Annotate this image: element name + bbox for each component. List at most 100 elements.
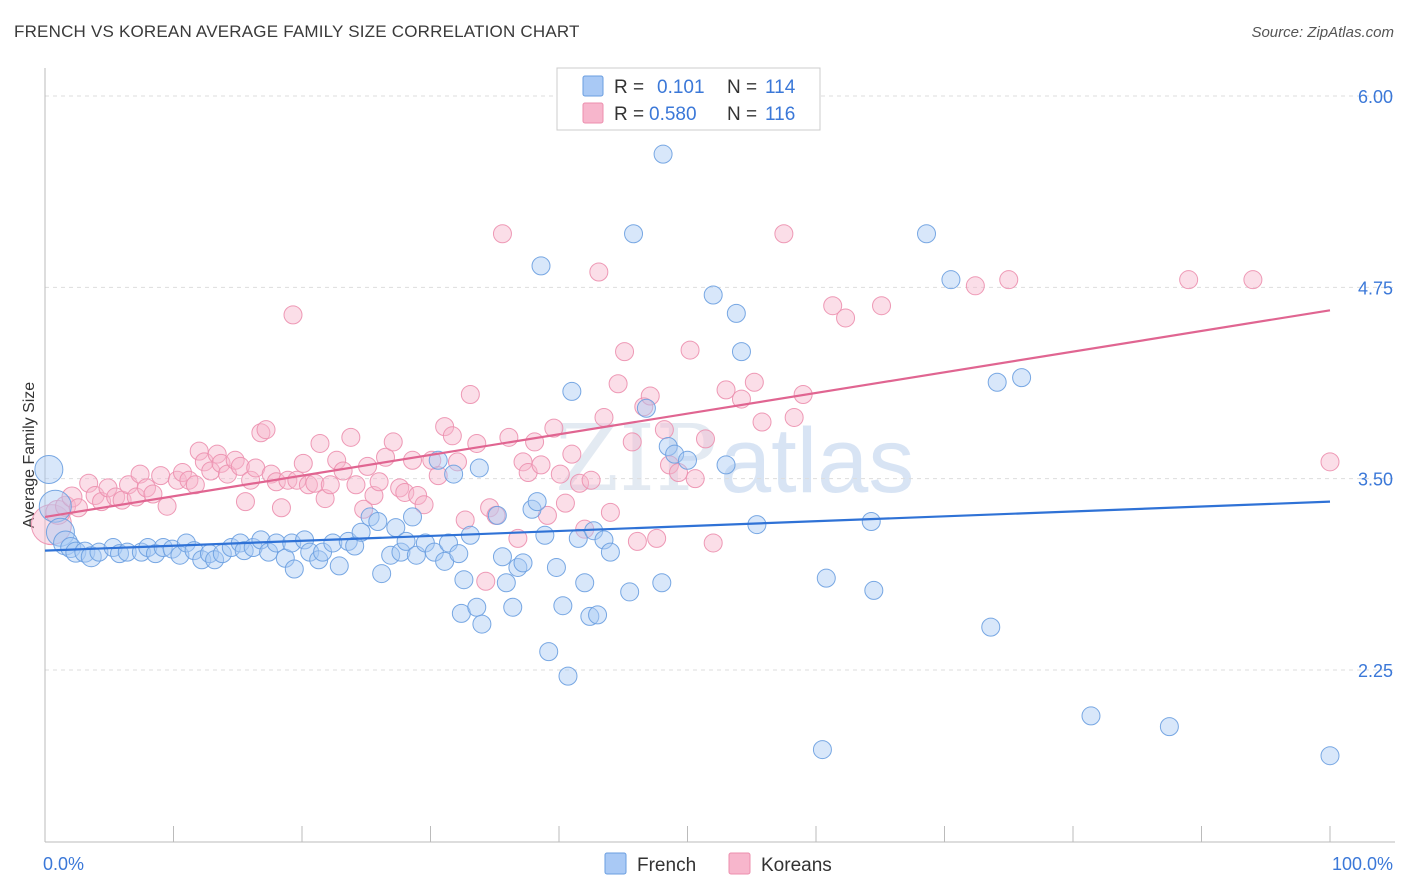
korean-point	[320, 475, 340, 495]
french-point	[861, 512, 881, 532]
french-point	[816, 568, 836, 588]
french-point	[284, 559, 304, 579]
korean-point	[61, 486, 83, 508]
legend-n-value-korean: 116	[765, 104, 795, 125]
y-tick-label: 6.00	[1358, 87, 1393, 107]
korean-point	[460, 384, 480, 404]
korean-point	[341, 427, 361, 447]
french-point	[941, 270, 961, 290]
french-point	[449, 544, 469, 564]
x-tick-label: 100.0%	[1332, 854, 1393, 874]
korean-point	[467, 433, 487, 453]
korean-point	[562, 444, 582, 464]
korean-point	[492, 224, 512, 244]
french-point	[351, 522, 371, 542]
korean-point	[151, 466, 171, 486]
korean-point	[531, 455, 551, 475]
korean-point	[271, 498, 291, 518]
korean-point	[703, 533, 723, 553]
french-point	[1012, 368, 1032, 388]
french-point	[981, 617, 1001, 637]
korean-point	[79, 473, 99, 493]
korean-point	[594, 407, 614, 427]
y-tick-label: 3.50	[1358, 470, 1393, 490]
french-trend-line	[44, 500, 1331, 552]
legend-r-value-french: 0.101	[657, 77, 705, 98]
korean-point	[414, 495, 434, 515]
korean-point	[589, 262, 609, 282]
bottom-legend-swatch-french	[604, 852, 627, 875]
french-point	[391, 542, 411, 562]
korean-point	[455, 510, 475, 530]
french-point	[987, 372, 1007, 392]
french-point	[812, 740, 832, 760]
korean-point	[550, 464, 570, 484]
french-point	[575, 573, 595, 593]
legend-r-label-french: R =	[614, 77, 644, 98]
french-point	[558, 666, 578, 686]
korean-point	[298, 475, 318, 495]
french-point	[372, 564, 392, 584]
korean-point	[157, 496, 177, 516]
korean-point	[544, 418, 564, 438]
french-point	[329, 556, 349, 576]
french-point	[513, 553, 533, 573]
french-point	[454, 570, 474, 590]
legend-n-label-french: N =	[727, 77, 757, 98]
french-point	[864, 580, 884, 600]
y-tick-label: 2.25	[1358, 661, 1393, 681]
legend-r-label-korean: R =	[614, 104, 644, 125]
french-point	[535, 525, 555, 545]
korean-point	[570, 473, 590, 493]
bottom-legend-swatch-korean	[728, 852, 751, 875]
french-point	[444, 464, 464, 484]
french-point	[580, 606, 600, 626]
x-tick-label: 0.0%	[43, 854, 84, 874]
korean-point	[283, 305, 303, 325]
french-point	[469, 458, 489, 478]
korean-point	[369, 472, 389, 492]
korean-point	[744, 372, 764, 392]
french-point	[527, 492, 547, 512]
korean-point	[201, 461, 221, 481]
french-point	[594, 530, 614, 550]
korean-point	[251, 423, 271, 443]
korean-point	[680, 340, 700, 360]
korean-point	[354, 499, 374, 519]
bottom-legend-label-korean: Koreans	[761, 855, 832, 876]
korean-point	[211, 453, 231, 473]
french-point	[562, 381, 582, 401]
french-point	[652, 573, 672, 593]
korean-point	[685, 469, 705, 489]
korean-point	[1320, 452, 1340, 472]
korean-point	[346, 475, 366, 495]
korean-point	[207, 444, 227, 464]
y-axis-label: Average Family Size	[21, 382, 38, 529]
french-point	[546, 557, 566, 577]
korean-point	[647, 528, 667, 548]
korean-point	[447, 452, 467, 472]
legend-swatch-korean	[582, 102, 604, 124]
korean-point	[383, 432, 403, 452]
french-point	[472, 614, 492, 634]
korean-point	[408, 486, 428, 506]
french-point	[716, 455, 736, 475]
french-point	[381, 545, 401, 565]
french-point	[703, 285, 723, 305]
french-point	[496, 573, 516, 593]
korean-point	[293, 453, 313, 473]
y-tick-label: 4.75	[1358, 278, 1393, 298]
korean-point	[622, 432, 642, 452]
korean-point	[172, 463, 192, 483]
french-point	[678, 450, 697, 470]
bottom-legend-label-french: French	[637, 855, 696, 876]
korean-point	[525, 432, 545, 452]
korean-point	[428, 466, 448, 486]
korean-point	[965, 276, 985, 296]
french-point	[539, 642, 559, 662]
korean-point	[256, 420, 276, 440]
korean-point	[774, 224, 794, 244]
korean-point	[555, 493, 575, 513]
french-point	[492, 547, 512, 567]
